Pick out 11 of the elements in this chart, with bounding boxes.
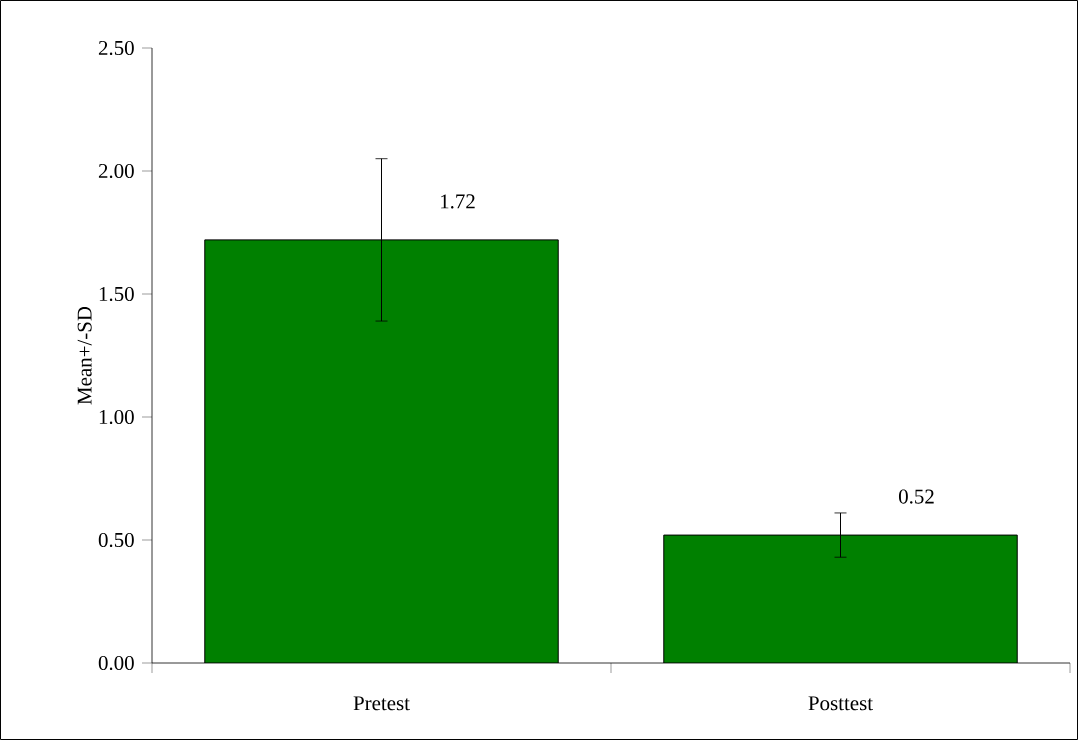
data-label: 0.52: [898, 489, 934, 504]
y-tick-label: 2.50: [98, 40, 134, 56]
y-tick-label: 2.00: [98, 163, 134, 179]
data-label: 1.72: [441, 194, 475, 209]
y-axis-title: Mean+/-SD: [77, 306, 92, 405]
y-tick-label: 1.00: [99, 409, 134, 425]
x-tick-label: Posttest: [808, 696, 873, 711]
y-tick-label: 0.50: [98, 532, 134, 548]
y-tick-label: 0.00: [98, 655, 134, 671]
x-tick-label: Pretest: [353, 696, 410, 711]
y-tick-label: 1.50: [99, 286, 134, 302]
